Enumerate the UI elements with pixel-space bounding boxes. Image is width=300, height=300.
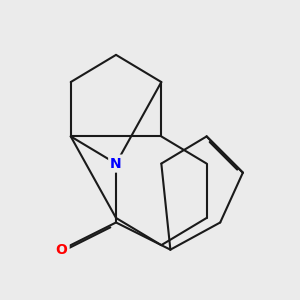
Text: N: N <box>110 157 122 171</box>
Text: O: O <box>56 243 68 257</box>
